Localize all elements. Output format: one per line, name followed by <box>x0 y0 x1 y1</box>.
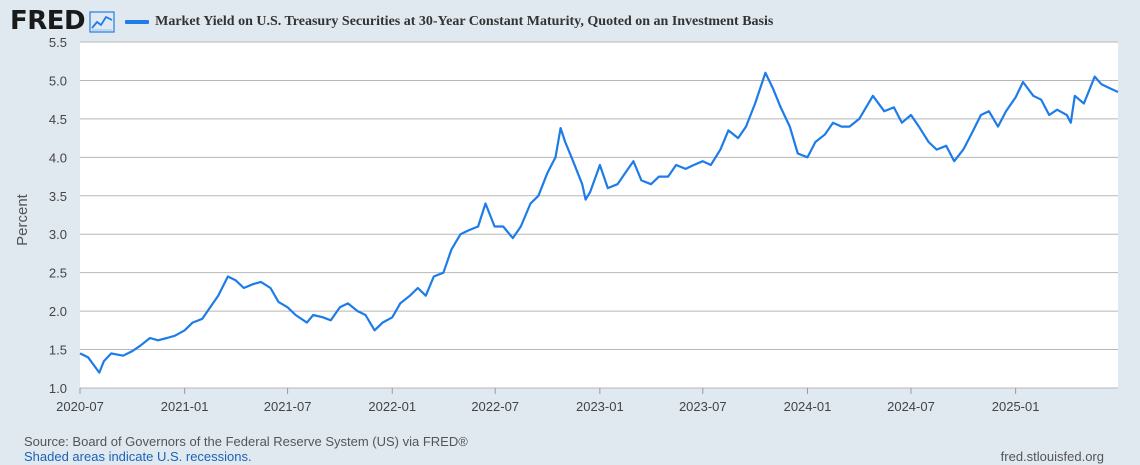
gridlines <box>80 41 1118 389</box>
x-tick-label: 2022-01 <box>368 399 416 414</box>
x-tick-label: 2023-01 <box>576 399 624 414</box>
x-tick-label: 2024-07 <box>887 399 935 414</box>
chart-title: Market Yield on U.S. Treasury Securities… <box>155 14 774 29</box>
y-tick-label: 4.5 <box>49 112 67 127</box>
y-axis-ticks: 1.0 1.5 2.0 2.5 3.0 3.5 4.0 4.5 5.0 5.5 <box>49 35 67 396</box>
footer-source: Source: Board of Governors of the Federa… <box>24 434 468 464</box>
y-tick-label: 3.5 <box>49 189 67 204</box>
chart-header: FRED Market Yield on U.S. Treasury Secur… <box>10 6 773 36</box>
y-tick-label: 5.0 <box>49 73 67 88</box>
y-tick-label: 4.0 <box>49 150 67 165</box>
series-line[interactable] <box>79 71 1119 374</box>
y-axis-label: Percent <box>14 193 31 246</box>
source-text: Source: Board of Governors of the Federa… <box>24 434 468 449</box>
x-tick-label: 2020-07 <box>56 399 104 414</box>
fred-logo[interactable]: FRED <box>10 6 86 36</box>
x-tick-label: 2021-07 <box>264 399 312 414</box>
x-tick-label: 2022-07 <box>471 399 519 414</box>
recession-note[interactable]: Shaded areas indicate U.S. recessions. <box>24 449 252 464</box>
x-tick-label: 2025-01 <box>992 399 1040 414</box>
plot-background <box>80 42 1118 388</box>
y-tick-label: 3.0 <box>49 227 67 242</box>
x-axis-ticks: 2020-07 2021-01 2021-07 2022-01 2022-07 2023-… <box>56 388 1039 414</box>
line-chart-icon <box>89 11 115 33</box>
y-tick-label: 2.5 <box>49 266 67 281</box>
x-tick-label: 2024-01 <box>784 399 832 414</box>
x-tick-label: 2023-07 <box>679 399 727 414</box>
x-tick-label: 2021-01 <box>161 399 209 414</box>
y-tick-label: 5.5 <box>49 35 67 50</box>
legend-swatch <box>125 20 150 24</box>
site-url[interactable]: fred.stlouisfed.org <box>1000 449 1104 464</box>
y-tick-label: 2.0 <box>49 304 67 319</box>
y-tick-label: 1.5 <box>49 343 67 358</box>
y-tick-label: 1.0 <box>49 381 67 396</box>
legend[interactable]: Market Yield on U.S. Treasury Securities… <box>125 14 773 30</box>
